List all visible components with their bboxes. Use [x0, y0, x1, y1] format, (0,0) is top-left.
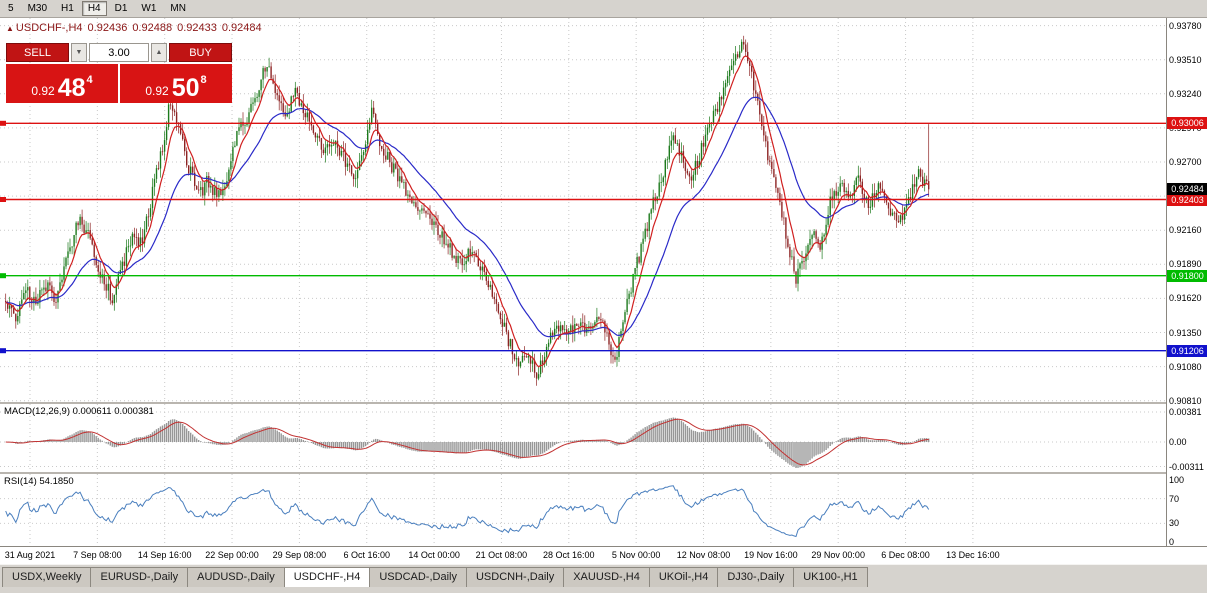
- axis-label: 0.91890: [1169, 259, 1202, 270]
- time-axis-label: 6 Dec 08:00: [881, 550, 930, 560]
- chart-tab-audusd-daily[interactable]: AUDUSD-,Daily: [187, 567, 285, 587]
- timeframe-button-w1[interactable]: W1: [141, 3, 157, 14]
- candlestick-chart[interactable]: [0, 18, 1166, 402]
- pane-splitter[interactable]: [0, 472, 1207, 474]
- axis-label: 0.91350: [1169, 327, 1202, 338]
- time-axis-label: 14 Oct 00:00: [408, 550, 460, 560]
- sell-price-quote[interactable]: 0.92 48 4: [6, 64, 118, 103]
- time-axis-label: 22 Sep 00:00: [205, 550, 259, 560]
- price-axis: 0.937800.935100.932400.929700.927000.924…: [1166, 18, 1207, 547]
- axis-label: 0.00: [1169, 437, 1187, 447]
- ohlc-low: 0.92433: [177, 22, 217, 34]
- timeframe-button-5[interactable]: 5: [8, 3, 14, 14]
- buy-price-pips: 50: [171, 74, 200, 102]
- time-axis-label: 14 Sep 16:00: [137, 550, 192, 560]
- time-axis-label: 28 Oct 16:00: [543, 550, 595, 560]
- axis-label: 0.93780: [1169, 20, 1202, 31]
- pane-splitter[interactable]: [0, 402, 1207, 404]
- chart-symbol: USDCHF-,H4: [15, 22, 83, 34]
- chart-tab-usdx-weekly[interactable]: USDX,Weekly: [2, 567, 92, 587]
- chart-tab-dj30-daily[interactable]: DJ30-,Daily: [717, 567, 795, 587]
- axis-label: 0: [1169, 537, 1175, 547]
- symbol-marker-icon: ▲: [6, 24, 14, 33]
- rsi-label: RSI(14) 54.1850: [4, 476, 74, 487]
- chevron-down-icon: ▼: [75, 49, 83, 56]
- sell-price-point: 4: [86, 74, 93, 86]
- timeframe-button-m30[interactable]: M30: [27, 3, 48, 14]
- axis-label: 0.93240: [1169, 88, 1202, 99]
- timeframe-button-d1[interactable]: D1: [114, 3, 128, 14]
- main-chart-pane[interactable]: ▲ USDCHF-,H4 0.92436 0.92488 0.92433 0.92484 …: [0, 18, 1166, 402]
- timeframe-button-h1[interactable]: H1: [61, 3, 74, 14]
- macd-label: MACD(12,26,9) 0.000611 0.000381: [4, 406, 154, 417]
- buy-price-point: 8: [200, 74, 207, 86]
- hline-price-tag[interactable]: 0.91206: [1167, 344, 1207, 357]
- axis-label: 0.91080: [1169, 361, 1202, 372]
- time-axis-label: 29 Sep 08:00: [272, 550, 327, 560]
- time-axis-label: 19 Nov 16:00: [744, 550, 798, 560]
- axis-label: -0.00311: [1169, 461, 1204, 472]
- ohlc-open: 0.92436: [87, 22, 128, 34]
- axis-label: 0.00381: [1169, 407, 1202, 417]
- axis-label: 0.92160: [1169, 225, 1202, 236]
- ohlc-high: 0.92488: [132, 22, 173, 34]
- axis-label: 0.90810: [1169, 395, 1202, 406]
- chart-tab-usdcnh-daily[interactable]: USDCNH-,Daily: [465, 567, 565, 587]
- time-axis-label: 29 Nov 00:00: [811, 550, 865, 560]
- rsi-indicator[interactable]: [0, 474, 1166, 546]
- axis-label: 100: [1169, 475, 1185, 485]
- sell-price-prefix: 0.92: [31, 83, 55, 98]
- time-axis: 31 Aug 2021 7 Sep 08:00 14 Sep 16:00 22 Sep…: [0, 546, 1207, 564]
- time-axis-label: 6 Oct 16:00: [343, 550, 391, 560]
- volume-input[interactable]: [89, 43, 149, 62]
- sell-price-pips: 48: [57, 74, 86, 102]
- chart-tab-eurusd-daily[interactable]: EURUSD-,Daily: [90, 567, 189, 587]
- volume-increase-button[interactable]: ▲: [151, 43, 167, 62]
- time-axis-label: 13 Dec 16:00: [946, 550, 1000, 560]
- axis-label: 0.92700: [1169, 157, 1202, 167]
- chevron-up-icon: ▲: [155, 49, 163, 56]
- hline-price-tag[interactable]: 0.92403: [1167, 193, 1207, 206]
- time-axis-label: 12 Nov 08:00: [676, 550, 731, 560]
- axis-label: 30: [1169, 518, 1180, 529]
- rsi-indicator-pane[interactable]: RSI(14) 54.1850: [0, 474, 1166, 546]
- axis-label: 70: [1169, 493, 1180, 504]
- hline-price-tag[interactable]: 0.91800: [1167, 269, 1207, 282]
- chart-tab-ukoil-h4[interactable]: UKOil-,H4: [648, 567, 719, 587]
- chart-tab-bar: USDX,Weekly EURUSD-,Daily AUDUSD-,Daily USD…: [0, 564, 1207, 593]
- volume-decrease-button[interactable]: ▼: [71, 43, 87, 62]
- time-axis-label: 31 Aug 2021: [4, 550, 56, 560]
- hline-price-tag[interactable]: 0.93006: [1167, 117, 1207, 130]
- time-axis-label: 5 Nov 00:00: [611, 550, 661, 560]
- macd-indicator[interactable]: [0, 404, 1166, 472]
- ohlc-close: 0.92484: [221, 22, 262, 34]
- chart-tab-usdchf-h4[interactable]: USDCHF-,H4: [283, 567, 371, 587]
- time-axis-label: 7 Sep 08:00: [73, 550, 122, 560]
- chart-window: ▲ USDCHF-,H4 0.92436 0.92488 0.92433 0.92484 …: [0, 18, 1207, 564]
- time-axis-label: 21 Oct 08:00: [475, 550, 528, 560]
- macd-indicator-pane[interactable]: MACD(12,26,9) 0.000611 0.000381: [0, 404, 1166, 472]
- chart-header: ▲ USDCHF-,H4 0.92436 0.92488 0.92433 0.92484: [6, 22, 267, 34]
- timeframe-button-h4[interactable]: H4: [81, 1, 107, 16]
- buy-button[interactable]: BUY: [169, 43, 232, 62]
- sell-button[interactable]: SELL: [6, 43, 69, 62]
- timeframe-toolbar: 5 M30 H1 H4 D1 W1 MN: [0, 0, 1207, 18]
- chart-tab-uk100-h1[interactable]: UK100-,H1: [793, 567, 868, 587]
- timeframe-button-mn[interactable]: MN: [170, 3, 186, 14]
- chart-tab-usdcad-daily[interactable]: USDCAD-,Daily: [369, 567, 467, 587]
- buy-price-prefix: 0.92: [145, 83, 169, 98]
- current-price-tag: 0.92484: [1167, 183, 1207, 196]
- buy-price-quote[interactable]: 0.92 50 8: [120, 64, 232, 103]
- axis-label: 0.91620: [1169, 293, 1202, 304]
- axis-label: 0.93510: [1169, 54, 1202, 65]
- chart-tab-xauusd-h4[interactable]: XAUUSD-,H4: [563, 567, 650, 587]
